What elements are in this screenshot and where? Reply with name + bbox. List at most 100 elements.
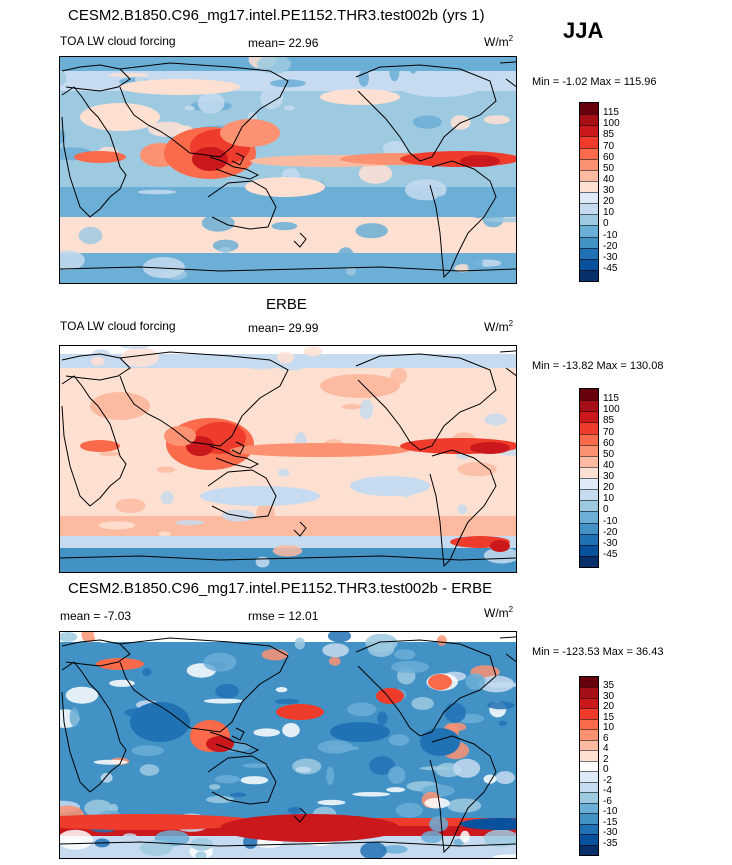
field-patch [65, 686, 99, 704]
colorbar-swatch [580, 771, 598, 782]
colorbar-swatch [580, 522, 598, 534]
coastline [355, 639, 497, 737]
field-patch [471, 209, 486, 219]
field-patch [195, 851, 207, 858]
coastline [119, 351, 289, 447]
field-feature [350, 476, 430, 496]
field-patch [453, 839, 464, 846]
coastline [207, 755, 277, 805]
field-patch [483, 547, 516, 564]
field-patch [197, 92, 225, 114]
field-patch [205, 795, 234, 804]
field-feature [80, 103, 160, 131]
colorbar-tick-label: 40 [603, 459, 615, 471]
field-feature [276, 704, 324, 720]
coastline [355, 64, 497, 162]
field-patch [270, 79, 306, 88]
field-patch [219, 246, 232, 254]
colorbar-swatch [580, 760, 598, 772]
colorbar-swatch [580, 750, 598, 761]
field-patch [274, 698, 300, 705]
colorbar-swatch [580, 718, 598, 730]
panel-1-title: CESM2.B1850.C96_mg17.intel.PE1152.THR3.t… [68, 7, 485, 24]
field-patch [347, 702, 377, 717]
colorbar-tick-label: 85 [603, 415, 615, 427]
field-feature [376, 688, 404, 704]
colorbar-swatch [580, 813, 598, 824]
field-patch [358, 69, 369, 87]
coastline [207, 180, 277, 230]
field-feature [74, 151, 126, 163]
coastline [119, 62, 289, 158]
field-feature [130, 702, 190, 742]
colorbar-tick-label: -45 [603, 262, 618, 274]
colorbar-tick-label: -4 [603, 785, 612, 797]
field-feature [320, 374, 400, 398]
field-patch [203, 652, 237, 672]
field-patch [261, 649, 289, 661]
field-feature [420, 728, 460, 756]
coastline [429, 735, 497, 854]
field-patch [360, 841, 387, 858]
colorbar-tick-label: 2 [603, 753, 609, 765]
field-patch [184, 105, 195, 111]
field-patch [90, 357, 105, 366]
field-patch [460, 830, 470, 843]
field-patch [257, 57, 291, 74]
field-feature [220, 119, 280, 147]
colorbar-tick-label: 50 [603, 162, 615, 174]
field-patch [303, 346, 323, 357]
colorbar-swatch [580, 269, 598, 281]
field-patch [240, 776, 269, 785]
field-patch [329, 656, 341, 666]
field-band [60, 516, 516, 536]
field-patch [457, 504, 468, 515]
field-feature [400, 77, 480, 97]
field-patch [142, 257, 185, 279]
colorbar-tick-label: 100 [603, 404, 620, 416]
field-patch [156, 466, 176, 473]
field-patch [253, 728, 280, 737]
colorbar-swatch [580, 823, 598, 835]
colorbar-swatch [580, 180, 598, 192]
colorbar-swatch [580, 247, 598, 259]
field-patch [295, 766, 311, 773]
field-patch [355, 223, 388, 239]
field-band [60, 346, 516, 354]
field-patch [505, 487, 516, 503]
field-patch [277, 468, 290, 477]
colorbar-swatch [580, 114, 598, 126]
field-patch [492, 854, 516, 858]
field-patch [175, 520, 205, 526]
panel-1-minmax: Min = -1.02 Max = 115.96 [532, 76, 657, 88]
field-patch [367, 640, 395, 657]
field-patch [359, 399, 374, 420]
field-patch [487, 701, 515, 710]
field-patch [255, 556, 270, 568]
field-patch [391, 660, 429, 674]
field-patch [358, 163, 393, 184]
colorbar-swatch [580, 533, 598, 545]
colorbar-swatch [580, 687, 598, 698]
field-patch [391, 133, 420, 141]
colorbar-swatch [580, 433, 598, 445]
field-band [60, 231, 516, 253]
field-patch [388, 766, 406, 784]
coastline [119, 637, 289, 733]
field-patch [271, 222, 298, 231]
colorbar-swatch [580, 422, 598, 434]
panel-3-rmse: rmse = 12.01 [248, 609, 319, 623]
field-patch [260, 87, 284, 109]
colorbar-tick-label: 35 [603, 680, 615, 692]
field-patch [142, 668, 152, 677]
field-patch [230, 792, 247, 798]
field-feature [90, 392, 150, 420]
colorbar-tick-label: -10 [603, 806, 618, 818]
panel-1-mean: mean= 22.96 [248, 36, 319, 50]
panel-3-minmax: Min = -123.53 Max = 36.43 [532, 646, 664, 658]
field-patch [256, 503, 276, 523]
panel-2-title: ERBE [266, 296, 307, 313]
field-feature [330, 722, 390, 742]
colorbar-tick-label: 0 [603, 764, 609, 776]
field-band [60, 253, 516, 283]
